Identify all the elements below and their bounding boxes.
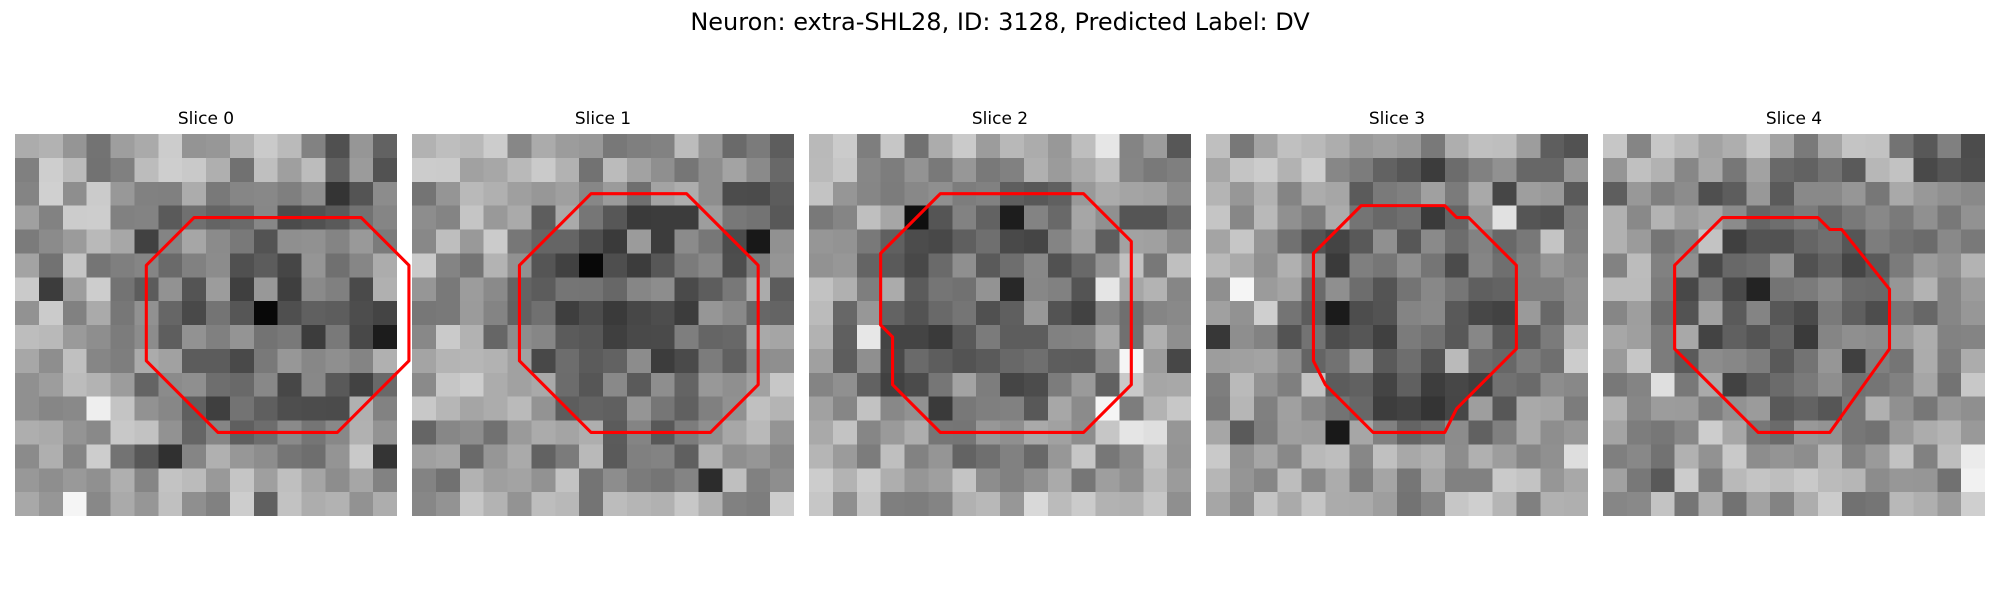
slice-2-contour bbox=[879, 192, 1133, 434]
slice-3-title: Slice 3 bbox=[1368, 109, 1426, 129]
slice-3-contour bbox=[1311, 204, 1518, 434]
slice-0-contour-outline bbox=[144, 216, 411, 434]
slice-4-contour bbox=[1673, 216, 1892, 434]
slice-0-image bbox=[15, 134, 397, 516]
figure-title: Neuron: extra-SHL28, ID: 3128, Predicted… bbox=[690, 8, 1310, 36]
slice-1-title: Slice 1 bbox=[574, 109, 632, 129]
slice-4-image bbox=[1603, 134, 1985, 516]
slice-2-contour-outline bbox=[879, 192, 1133, 434]
slice-2-title: Slice 2 bbox=[971, 109, 1029, 129]
slice-1-contour bbox=[517, 192, 760, 434]
slice-3-image bbox=[1206, 134, 1588, 516]
slice-0-title: Slice 0 bbox=[177, 109, 235, 129]
slice-4-contour-outline bbox=[1673, 216, 1892, 434]
slice-0-contour bbox=[144, 216, 411, 434]
slice-4-title: Slice 4 bbox=[1765, 109, 1823, 129]
slice-2-image bbox=[809, 134, 1191, 516]
slice-1-image bbox=[412, 134, 794, 516]
slice-1-contour-outline bbox=[517, 192, 760, 434]
slice-3-contour-outline bbox=[1311, 204, 1518, 434]
